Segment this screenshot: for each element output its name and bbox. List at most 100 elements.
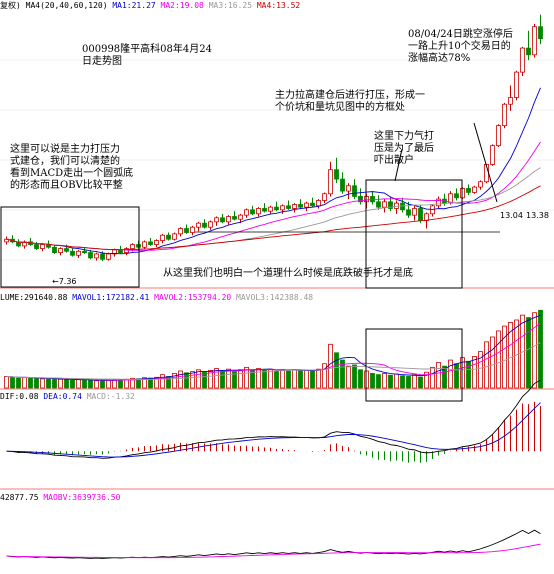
legend-item: 复权) [0, 0, 21, 10]
candle-body [418, 208, 423, 221]
volume-bar [82, 379, 87, 389]
candle-body [466, 188, 471, 193]
volume-bar [196, 369, 201, 389]
center-note-line-1: 这里下力气打 [374, 129, 434, 142]
candle-body [118, 249, 123, 253]
candle-body [454, 193, 459, 199]
macd-series [6, 379, 541, 463]
volume-bar [52, 379, 57, 389]
volume-bar [154, 376, 159, 389]
right-note-line-3: 涨幅高达78% [408, 51, 470, 64]
volume-bar [256, 368, 261, 389]
volume-bar [532, 312, 537, 389]
candle-body [82, 250, 87, 253]
center-note: 这里下力气打 压是为了最后 吓出散户 [374, 129, 434, 166]
volume-bar [268, 368, 273, 389]
volume-bar [58, 378, 63, 389]
volume-bar [214, 368, 219, 389]
volume-bar [298, 370, 303, 389]
candle-body [298, 204, 303, 208]
volume-bar [76, 379, 81, 389]
volume-bar [454, 363, 459, 389]
candle-body [76, 250, 81, 256]
price-pit-box [365, 179, 463, 289]
price-label-2: 13.38 [526, 211, 549, 220]
candle-body [214, 217, 219, 223]
candle-body [196, 222, 201, 228]
candle-body [166, 234, 171, 240]
volume-bar [394, 373, 399, 389]
volume-bar [478, 351, 483, 389]
candle-body [400, 202, 405, 211]
volume-bar [238, 369, 243, 389]
legend-item: MA4:13.52 [252, 1, 300, 10]
candle-body [148, 241, 153, 245]
candle-body [172, 233, 177, 240]
volume-bar [88, 380, 93, 389]
right-note-line-1: 08/04/24日跳空涨停后 [408, 27, 513, 40]
volume-bar [70, 379, 75, 389]
candle-body [406, 209, 411, 216]
candle-body [490, 145, 495, 165]
volume-bar [16, 377, 21, 389]
obv-line [6, 529, 541, 559]
candle-body [358, 196, 363, 203]
volume-bar [538, 309, 543, 389]
candle-body [184, 228, 189, 233]
candle-body [94, 253, 99, 259]
candle-body [64, 248, 69, 252]
pointer-to-pit [394, 148, 403, 182]
volume-bar [124, 378, 129, 389]
volume-bar [262, 369, 267, 389]
volume-bar [286, 369, 291, 389]
candle-body [190, 226, 195, 233]
volume-bar [274, 370, 279, 389]
volume-bar [100, 380, 105, 389]
volume-bar [400, 375, 405, 389]
candle-body [256, 208, 261, 215]
candle-body [226, 216, 231, 223]
volume-bar [28, 377, 33, 389]
candle-body [100, 253, 105, 260]
legend-item: MA2:19.08 [156, 1, 204, 10]
candle-body [340, 178, 345, 192]
candle-body [376, 201, 381, 208]
macd-header: DIF:0.08 DEA:0.74 MACD:-1.32 [0, 392, 135, 401]
volume-bar [358, 369, 363, 389]
candle-body [532, 26, 537, 56]
candle-body [280, 205, 285, 211]
obv-header: 42877.75 MAOBV:3639736.50 [0, 493, 121, 502]
volume-bar [412, 374, 417, 389]
candle-body [316, 200, 321, 207]
title-line-2: 日走势图 [82, 54, 122, 67]
legend-item: MAVOL1:172182.41 [67, 293, 149, 302]
volume-bar [202, 371, 207, 389]
volume-bar [484, 341, 489, 389]
volume-bar [142, 377, 147, 389]
volume-bar [304, 369, 309, 389]
left-note: 这里可以说是主力打压力 式建仓，我们可以清楚的 看到MACD走出一个圆弧底 的形… [10, 142, 133, 191]
volume-bar [442, 365, 447, 389]
volume-bar [316, 368, 321, 389]
candle-body [382, 201, 387, 208]
volume-bar [118, 379, 123, 389]
volume-bar [46, 377, 51, 389]
bottom-note: 从这里我们也明白一个道理什么时候是底跌破手托才是底 [163, 266, 413, 279]
volume-bar [244, 366, 249, 389]
volume-bar [280, 369, 285, 389]
candle-body [346, 185, 351, 192]
title-line-1: 000998隆平高科08年4月24 [82, 42, 212, 55]
volume-bar [208, 369, 213, 389]
volume-bar [436, 362, 441, 389]
candle-body [58, 248, 63, 253]
candle-body [70, 250, 75, 256]
legend-item: MAOBV:3639736.50 [39, 493, 121, 502]
volume-bar [172, 373, 177, 389]
left-note-line-1: 这里可以说是主力打压力 [10, 142, 120, 155]
candle-body [40, 244, 45, 249]
volume-bar [160, 374, 165, 389]
candle-body [514, 71, 519, 98]
candle-body [262, 208, 267, 212]
volume-bar [184, 372, 189, 389]
candle-body [436, 198, 441, 207]
